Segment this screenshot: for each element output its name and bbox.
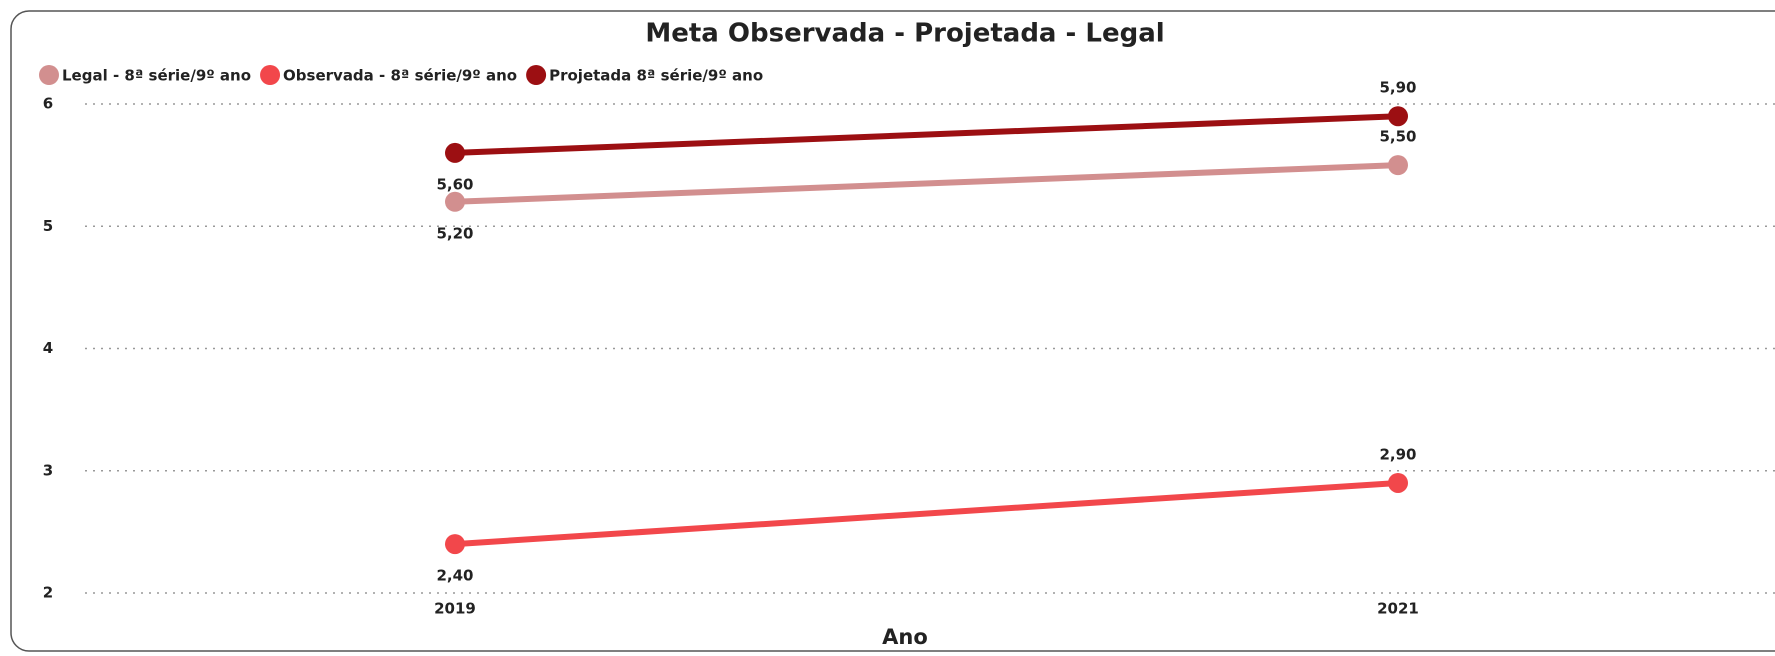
legend-swatch bbox=[39, 65, 59, 85]
line bbox=[454, 113, 1399, 156]
data-label: 2,90 bbox=[1379, 445, 1416, 463]
point bbox=[1388, 106, 1408, 127]
legend-swatch bbox=[260, 65, 281, 85]
data-label: 5,20 bbox=[436, 224, 473, 242]
point bbox=[445, 191, 465, 212]
y-tick-label: 2 bbox=[43, 584, 53, 602]
data-label: 2,40 bbox=[436, 567, 473, 585]
frame bbox=[10, 10, 1775, 652]
line bbox=[454, 162, 1399, 205]
point bbox=[445, 142, 465, 163]
point bbox=[1388, 472, 1408, 493]
legend-label: Legal - 8ª série/9º ano bbox=[62, 67, 251, 85]
y-tick-label: 3 bbox=[43, 461, 53, 479]
y-tick-label: 4 bbox=[43, 339, 53, 357]
data-label: 5,50 bbox=[1379, 128, 1416, 146]
line bbox=[454, 479, 1399, 548]
legend: Legal - 8ª série/9º ano Observada - 8ª sé… bbox=[39, 65, 763, 85]
data-label: 5,90 bbox=[1379, 79, 1416, 97]
legend-label: Projetada 8ª série/9º ano bbox=[549, 67, 763, 85]
x-axis-title: Ano bbox=[882, 625, 928, 649]
point bbox=[445, 534, 465, 555]
y-tick-label: 5 bbox=[43, 217, 53, 235]
y-tick-label: 6 bbox=[43, 95, 53, 113]
point bbox=[1388, 155, 1408, 176]
x-tick-label: 2021 bbox=[1377, 600, 1419, 618]
data-label: 5,60 bbox=[436, 175, 473, 193]
legend-swatch bbox=[526, 65, 547, 85]
x-tick-label: 2019 bbox=[434, 600, 476, 618]
chart-title: Meta Observada - Projetada - Legal bbox=[645, 19, 1164, 49]
legend-label: Observada - 8ª série/9º ano bbox=[283, 67, 517, 85]
